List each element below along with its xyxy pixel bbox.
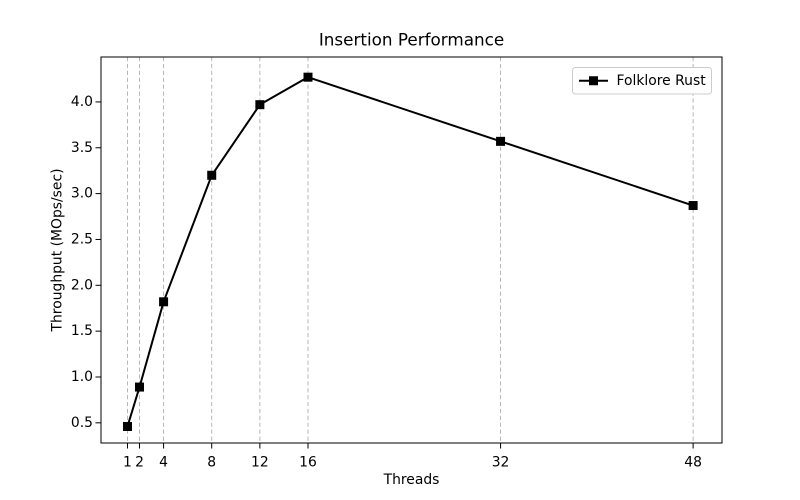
x-tick-label-2: 2: [135, 455, 144, 471]
plot-area: [101, 57, 722, 443]
y-tick-label-4.0: 4.0: [71, 94, 93, 110]
y-tick-label-3.0: 3.0: [71, 186, 93, 202]
y-tick-label-2.5: 2.5: [71, 231, 93, 247]
x-tick-label-1: 1: [123, 455, 132, 471]
data-point-marker-32: [496, 136, 506, 146]
axes-spines: [100, 56, 723, 444]
y-axis-label: Throughput (MOps/sec): [50, 168, 66, 332]
y-tick-label-3.5: 3.5: [71, 140, 93, 156]
y-tick-label-1.0: 1.0: [71, 369, 93, 385]
chart-title: Insertion Performance: [319, 30, 504, 50]
data-point-marker-1: [122, 421, 132, 431]
data-point-marker-2: [135, 382, 145, 392]
y-tick-label-1.5: 1.5: [71, 323, 93, 339]
x-axis-label: Threads: [383, 472, 440, 488]
x-tick-label-16: 16: [299, 455, 317, 471]
data-point-marker-12: [255, 100, 265, 110]
legend-entry-label: Folklore Rust: [617, 73, 707, 89]
x-tick-label-12: 12: [251, 455, 269, 471]
x-tick-label-4: 4: [159, 455, 168, 471]
data-point-marker-48: [688, 201, 698, 211]
x-tick-label-8: 8: [207, 455, 216, 471]
data-point-marker-4: [159, 297, 169, 307]
legend-square-marker-icon: [589, 76, 598, 86]
series-line-folklore-rust: [126, 76, 694, 427]
x-tick-label-48: 48: [684, 455, 702, 471]
x-tick-label-32: 32: [492, 455, 510, 471]
data-point-marker-16: [303, 72, 313, 82]
legend-box: [572, 67, 712, 95]
y-tick-label-2.0: 2.0: [71, 277, 93, 293]
y-tick-label-0.5: 0.5: [71, 415, 93, 431]
data-point-marker-8: [207, 170, 217, 180]
